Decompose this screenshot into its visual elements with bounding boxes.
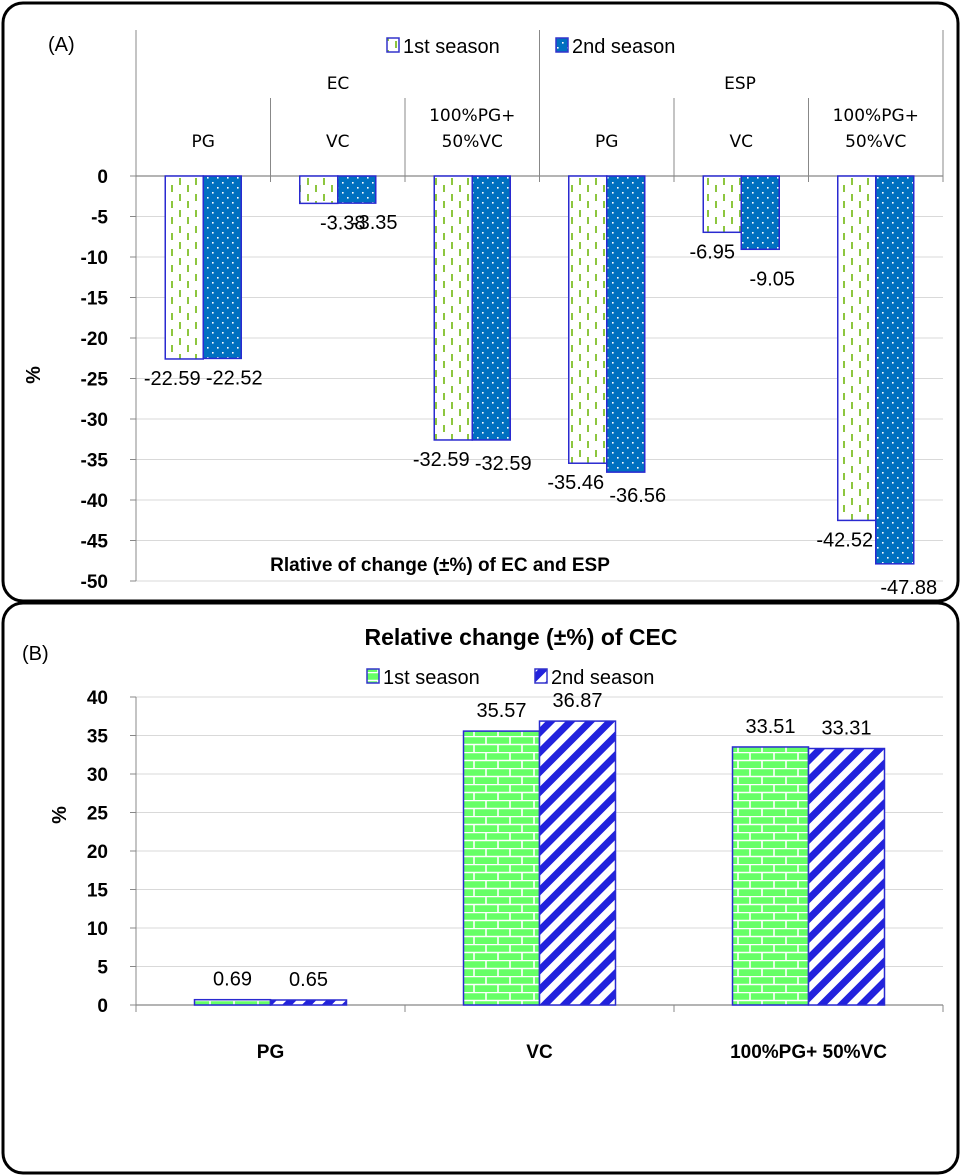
panel-a-data-label: -6.95 <box>689 241 735 263</box>
panel-b-category-label: PG <box>257 1042 284 1063</box>
panel-a-bar-1st-season <box>164 175 204 360</box>
panel-a-y-tick-label: -30 <box>81 410 108 431</box>
panel-b-bar-2nd-season <box>807 747 886 1006</box>
panel-a-bar-2nd-season <box>740 175 780 251</box>
panel-a-y-tick-label: -45 <box>81 532 109 553</box>
panel-b-bar-2nd-season <box>538 720 617 1006</box>
legend-swatch-1st-season-b <box>366 668 380 684</box>
panel-a-bar-2nd-season <box>471 175 511 441</box>
panel-b-bar-1st-season <box>193 998 272 1006</box>
panel-a-bar-2nd-season <box>337 175 377 204</box>
legend-label-2nd-season-b: 2nd season <box>551 667 654 689</box>
panel-a-frame <box>1 1 960 603</box>
panel-a-bar-1st-season <box>702 175 742 234</box>
panel-a-y-tick-label: -10 <box>81 248 108 269</box>
panel-b-data-label: 0.69 <box>213 969 252 991</box>
panel-b-bar-1st-season <box>462 730 541 1006</box>
legend-label-1st-season-b: 1st season <box>383 667 480 689</box>
panel-a-data-label: -36.56 <box>609 485 666 507</box>
panel-a-bar-2nd-season <box>606 175 646 473</box>
panel-a-data-label: -47.88 <box>880 577 937 599</box>
panel-b-y-tick-label: 25 <box>87 804 109 825</box>
panel-a-data-label: -35.46 <box>547 472 604 494</box>
panel-b-legend: 1st season 2nd season <box>366 667 654 689</box>
panel-a-data-label: -22.59 <box>144 368 201 390</box>
panel-a-y-tick-label: -40 <box>81 491 108 512</box>
panel-a-y-axis-label: % <box>23 366 45 384</box>
panel-b-data-label: 0.65 <box>289 969 328 991</box>
panel-a-data-label: -42.52 <box>816 529 873 551</box>
panel-b-label: (B) <box>22 643 49 665</box>
legend-label-2nd-season-a: 2nd season <box>572 36 675 58</box>
panel-b-data-label: 33.31 <box>821 718 871 740</box>
group-label-esp: ESP <box>724 74 756 94</box>
panel-a-category-label: VC <box>730 132 754 152</box>
panel-a-bar-1st-season <box>299 175 339 205</box>
panel-a-title: Rlative of change (±%) of EC and ESP <box>270 555 610 576</box>
legend-label-1st-season-a: 1st season <box>403 36 500 58</box>
group-label-ec: EC <box>327 74 350 94</box>
panel-b-y-tick-label: 0 <box>97 996 108 1017</box>
legend-swatch-2nd-season-b <box>534 668 548 684</box>
panel-a-y-tick-label: -20 <box>81 329 108 350</box>
panel-a-data-label: -3.35 <box>352 212 398 234</box>
panel-a-y-tick-label: -35 <box>81 451 109 472</box>
panel-a-category-label: 100%PG+ <box>429 106 515 126</box>
panel-a-category-label: PG <box>595 132 618 152</box>
panel-b-title: Relative change (±%) of CEC <box>365 624 678 650</box>
panel-b-y-tick-label: 10 <box>87 919 108 940</box>
panel-a-data-label: -9.05 <box>749 268 795 290</box>
legend-swatch-1st-season-a <box>386 37 400 53</box>
panel-b-frame <box>1 601 960 1175</box>
panel-a-data-label: -22.52 <box>206 367 263 389</box>
panel-a-bar-1st-season <box>568 175 608 464</box>
panel-a-y-tick-label: -50 <box>81 572 108 593</box>
panel-b-y-tick-label: 35 <box>87 727 109 748</box>
panel-b-data-label: 36.87 <box>552 690 602 712</box>
chart-marks: 0 -5 -10 -15 -20 -25 -30 -35 -40 -45 -50 PG VC 100%PG… <box>81 30 944 1063</box>
panel-b-bar-2nd-season <box>269 999 348 1006</box>
panel-a-data-label: -3.38 <box>320 212 366 234</box>
panel-b-bar-1st-season <box>731 746 810 1006</box>
legend-swatch-2nd-season-a <box>555 37 569 53</box>
panel-a-y-tick-label: -15 <box>81 289 109 310</box>
panel-b-y-tick-label: 40 <box>87 688 108 709</box>
panel-a-label: (A) <box>48 34 75 56</box>
panel-b-y-tick-label: 30 <box>87 765 108 786</box>
panel-b-y-axis-label: % <box>49 806 71 824</box>
panel-b-category-label: VC <box>526 1042 553 1063</box>
panel-b-y-tick-label: 15 <box>87 881 109 902</box>
panel-a-data-label: -32.59 <box>475 453 532 475</box>
panel-a-y-tick-label: 0 <box>97 167 108 188</box>
panel-a-bar-2nd-season <box>202 175 242 360</box>
panel-a-category-label: 50%VC <box>442 132 503 152</box>
panel-a-bar-1st-season <box>433 175 473 441</box>
panel-a-category-label: PG <box>192 132 215 152</box>
panel-b-y-tick-label: 5 <box>97 958 108 979</box>
panel-a-data-label: -32.59 <box>413 449 470 471</box>
panel-a-y-tick-label: -25 <box>81 370 109 391</box>
panel-a-legend: 1st season 2nd season <box>386 36 675 58</box>
panel-a-category-label: 100%PG+ <box>833 106 919 126</box>
panel-b-data-label: 35.57 <box>476 700 526 722</box>
panel-a-category-label: 50%VC <box>845 132 906 152</box>
panel-a-bar-1st-season <box>837 175 877 522</box>
panel-a-y-tick-label: -5 <box>91 208 108 229</box>
panel-b-y-tick-label: 20 <box>87 842 108 863</box>
panel-a-category-label: VC <box>326 132 350 152</box>
panel-b-category-label: 100%PG+ 50%VC <box>730 1042 887 1063</box>
panel-b-data-label: 33.51 <box>745 716 795 738</box>
panel-a-bar-2nd-season <box>875 175 915 565</box>
